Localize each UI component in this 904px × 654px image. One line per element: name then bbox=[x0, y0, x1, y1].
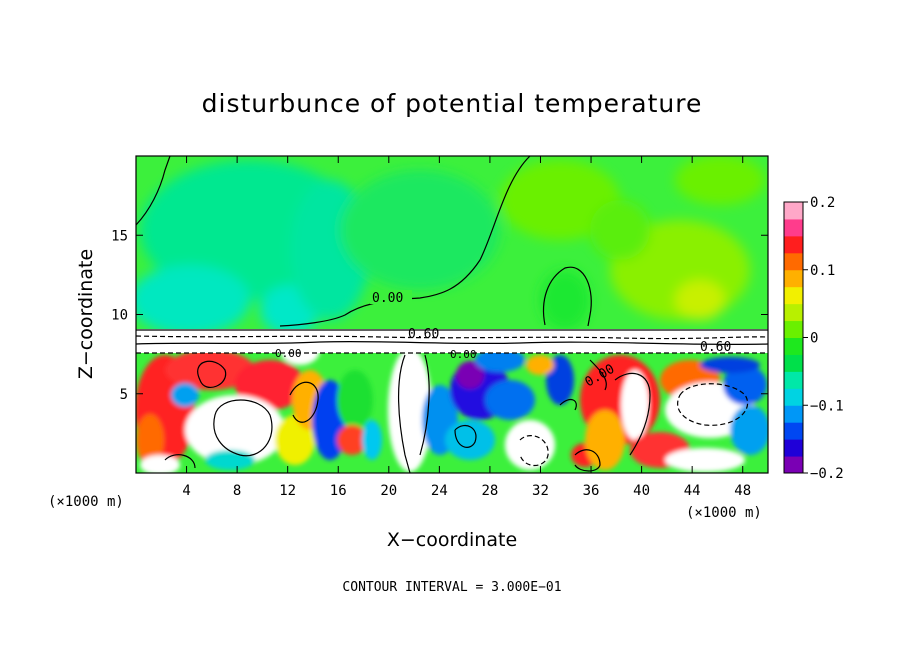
x-tick-label: 16 bbox=[330, 483, 347, 499]
colorbar-tick-label: 0.2 bbox=[810, 195, 835, 211]
x-tick-label: 44 bbox=[684, 483, 701, 499]
colorbar-swatch bbox=[784, 422, 803, 440]
x-axis: 4 8 12 16 20 24 28 32 36 40 44 48 bbox=[182, 156, 751, 499]
contour-label: 0.00 bbox=[275, 347, 302, 360]
colorbar-swatch bbox=[784, 218, 803, 237]
contour-label: 0.60 bbox=[408, 327, 439, 342]
colorbar-swatch bbox=[784, 439, 803, 457]
z-tick-label: 15 bbox=[111, 228, 128, 244]
x-tick-label: 8 bbox=[233, 483, 241, 499]
x-tick-label: 48 bbox=[734, 483, 751, 499]
lower-field-shading bbox=[136, 335, 768, 473]
x-tick-label: 24 bbox=[431, 483, 448, 499]
colorbar-swatch bbox=[784, 456, 803, 474]
interface-band bbox=[136, 329, 768, 353]
x-axis-label: X−coordinate bbox=[387, 529, 517, 551]
x-tick-label: 28 bbox=[481, 483, 498, 499]
x-tick-label: 4 bbox=[182, 483, 190, 499]
colorbar-swatch bbox=[784, 286, 803, 305]
chart-title: disturbunce of potential temperature bbox=[202, 89, 703, 118]
contour-label: 0.60 bbox=[700, 340, 731, 355]
z-tick-label: 10 bbox=[111, 308, 128, 324]
colorbar-swatch bbox=[784, 388, 803, 406]
colorbar-swatch bbox=[784, 303, 803, 322]
colorbar-swatch bbox=[784, 269, 803, 288]
colorbar-swatch bbox=[784, 354, 803, 372]
colorbar-swatch bbox=[784, 320, 803, 338]
colorbar-swatch bbox=[784, 235, 803, 254]
upper-field-shading bbox=[136, 156, 765, 335]
colorbar-swatch bbox=[784, 405, 803, 423]
z-tick-label: 5 bbox=[120, 387, 128, 403]
contours bbox=[136, 156, 768, 473]
contour-label: 0.00 bbox=[450, 348, 477, 361]
plot-field: 0.00 0.60 0.00 0.00 0.60 0.00 bbox=[136, 156, 768, 473]
colorbar-swatch bbox=[784, 252, 803, 271]
colorbar-tick-label: −0.1 bbox=[810, 398, 844, 414]
colorbar-tick-label: 0.1 bbox=[810, 263, 835, 279]
colorbar-swatch bbox=[784, 371, 803, 389]
x-unit-note-right: (×1000 m) bbox=[686, 505, 762, 521]
x-tick-label: 32 bbox=[532, 483, 549, 499]
contour-interval-note: CONTOUR INTERVAL = 3.000E−01 bbox=[342, 580, 561, 595]
x-tick-label: 12 bbox=[279, 483, 296, 499]
colorbar-swatch bbox=[784, 337, 803, 355]
colorbar-swatch bbox=[784, 202, 803, 220]
x-tick-label: 40 bbox=[633, 483, 650, 499]
z-axis-label: Z−coordinate bbox=[75, 249, 97, 379]
x-tick-label: 20 bbox=[380, 483, 397, 499]
contour-label: 0.00 bbox=[372, 291, 403, 306]
x-tick-label: 36 bbox=[583, 483, 600, 499]
x-unit-note-left: (×1000 m) bbox=[48, 494, 124, 510]
colorbar-tick-label: 0 bbox=[810, 331, 818, 347]
colorbar: 0.2 0.1 0 −0.1 −0.2 bbox=[783, 195, 844, 482]
z-axis: 5 10 15 bbox=[111, 228, 768, 403]
colorbar-tick-label: −0.2 bbox=[810, 466, 844, 482]
